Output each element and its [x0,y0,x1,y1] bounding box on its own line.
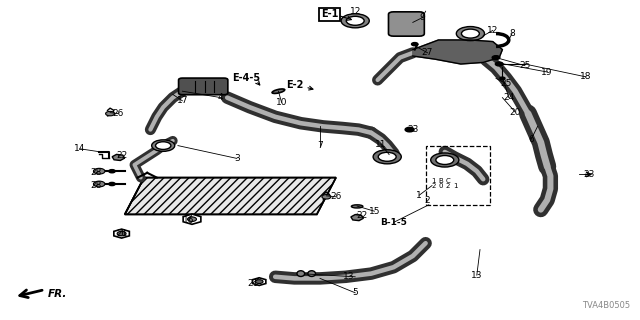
Circle shape [500,77,505,80]
Text: 22: 22 [116,151,127,160]
Circle shape [431,153,459,167]
Text: 13: 13 [471,271,483,280]
Text: 0: 0 [438,183,444,188]
Text: 11: 11 [375,140,387,148]
Text: 12: 12 [487,26,499,35]
FancyBboxPatch shape [388,12,424,36]
Text: TVA4B0505: TVA4B0505 [582,301,630,310]
Text: 1: 1 [431,178,436,184]
Text: 12: 12 [349,7,361,16]
Polygon shape [125,178,336,214]
Text: B: B [438,178,444,184]
Circle shape [405,127,414,132]
Circle shape [109,170,115,173]
Text: 21: 21 [247,279,259,288]
Circle shape [456,27,484,41]
Text: 23: 23 [583,170,595,179]
Text: 28: 28 [90,168,102,177]
Text: 26: 26 [113,109,124,118]
Circle shape [93,168,105,174]
Text: 1: 1 [417,191,422,200]
Circle shape [109,182,115,186]
Text: 2: 2 [432,183,436,188]
Circle shape [188,217,196,221]
Text: E-2: E-2 [285,80,303,90]
Circle shape [436,156,454,164]
Text: B-1-5: B-1-5 [380,218,407,227]
Text: 25: 25 [500,79,511,88]
Circle shape [322,195,331,199]
Text: 24: 24 [503,93,515,102]
Text: 10: 10 [276,98,287,107]
Text: 23: 23 [407,125,419,134]
Circle shape [346,16,364,25]
Text: E-4-5: E-4-5 [232,73,260,84]
Circle shape [412,43,418,46]
Text: 8: 8 [509,29,515,38]
Circle shape [341,14,369,28]
Circle shape [117,231,126,236]
Text: 4: 4 [218,93,223,102]
Text: 20: 20 [509,108,521,116]
Text: 26: 26 [330,192,342,201]
Circle shape [492,56,500,60]
Text: C: C [445,178,451,184]
FancyBboxPatch shape [179,78,228,95]
Text: 13: 13 [343,272,355,281]
Text: FR.: FR. [48,289,67,299]
Ellipse shape [308,271,316,276]
Ellipse shape [272,89,285,93]
Text: 16: 16 [183,216,195,225]
Ellipse shape [351,205,363,208]
Text: 2: 2 [446,183,450,188]
Text: 18: 18 [580,72,591,81]
Text: 5: 5 [353,288,358,297]
Circle shape [156,142,171,149]
Text: 9: 9 [420,13,425,22]
Ellipse shape [297,271,305,276]
Text: 27: 27 [422,48,433,57]
Circle shape [93,181,105,187]
Circle shape [255,280,263,284]
Circle shape [152,140,175,151]
Text: 28: 28 [90,181,102,190]
Text: E-1: E-1 [321,9,339,20]
Text: 22: 22 [356,212,367,220]
Circle shape [106,111,115,116]
Text: 25: 25 [519,61,531,70]
Circle shape [461,29,479,38]
Text: 6: 6 [529,135,534,144]
Circle shape [495,62,503,66]
Text: 15: 15 [369,207,380,216]
Bar [426,146,490,205]
Text: 3: 3 [234,154,239,163]
Text: 7: 7 [317,141,323,150]
Text: 1: 1 [452,183,458,188]
Circle shape [378,152,396,161]
Text: 14: 14 [74,144,86,153]
Circle shape [373,150,401,164]
Text: 19: 19 [541,68,553,76]
Text: 21: 21 [116,229,127,238]
Text: 2: 2 [425,196,430,204]
Polygon shape [125,178,144,214]
Polygon shape [413,40,502,64]
Text: 17: 17 [177,96,188,105]
